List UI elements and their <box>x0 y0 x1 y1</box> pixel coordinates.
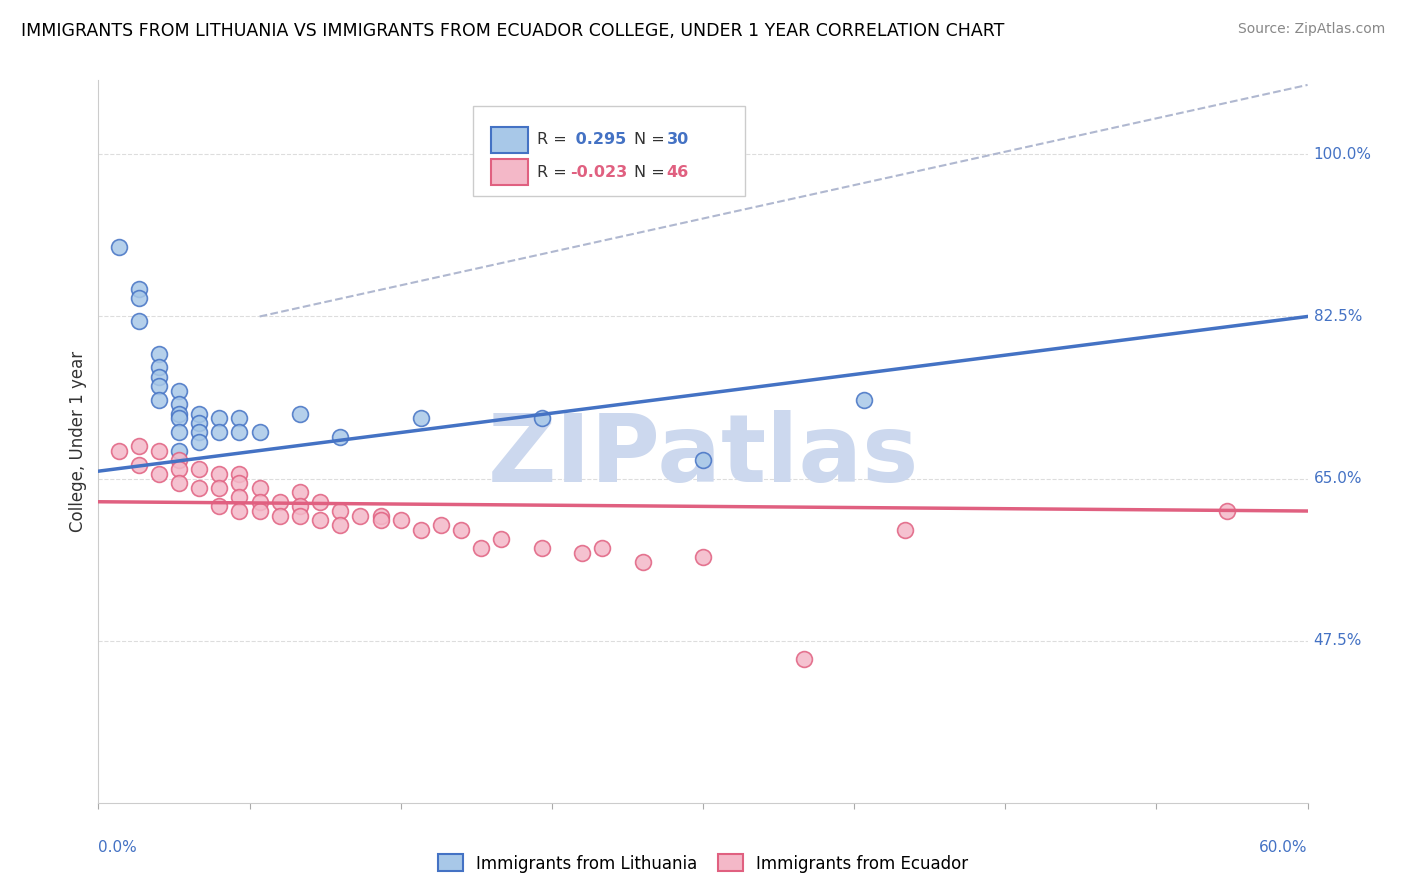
Text: R =: R = <box>537 132 572 147</box>
Point <box>167 462 190 476</box>
Point <box>491 532 513 546</box>
Point <box>1216 504 1239 518</box>
Text: 0.295: 0.295 <box>569 132 626 147</box>
Point <box>128 314 150 328</box>
Point <box>893 523 915 537</box>
Point <box>249 504 271 518</box>
Point <box>148 379 170 393</box>
Point <box>228 467 250 481</box>
Text: 60.0%: 60.0% <box>1260 840 1308 855</box>
Point <box>148 392 170 407</box>
Point <box>269 508 291 523</box>
Point <box>208 500 231 514</box>
Point <box>530 411 553 425</box>
Point <box>188 481 211 495</box>
Point <box>188 434 211 449</box>
Text: 47.5%: 47.5% <box>1313 633 1362 648</box>
Point <box>228 425 250 440</box>
Point <box>692 453 714 467</box>
Point <box>148 346 170 360</box>
Point <box>269 494 291 508</box>
Point <box>309 513 332 527</box>
Point <box>288 500 311 514</box>
Point <box>148 443 170 458</box>
Point <box>249 494 271 508</box>
Legend: Immigrants from Lithuania, Immigrants from Ecuador: Immigrants from Lithuania, Immigrants fr… <box>432 847 974 880</box>
Point <box>167 407 190 421</box>
Point <box>692 550 714 565</box>
Point <box>128 291 150 305</box>
Point <box>188 462 211 476</box>
Text: 82.5%: 82.5% <box>1313 309 1362 324</box>
Point <box>128 458 150 472</box>
Point <box>288 485 311 500</box>
Point <box>228 476 250 491</box>
Text: 65.0%: 65.0% <box>1313 471 1362 486</box>
Text: N =: N = <box>634 164 669 179</box>
Text: 30: 30 <box>666 132 689 147</box>
Point <box>188 416 211 430</box>
Point <box>167 397 190 411</box>
Point <box>167 411 190 425</box>
Point <box>167 476 190 491</box>
Point <box>208 411 231 425</box>
FancyBboxPatch shape <box>492 127 527 153</box>
Text: R =: R = <box>537 164 572 179</box>
Point <box>450 523 472 537</box>
Point <box>167 443 190 458</box>
Point <box>167 425 190 440</box>
Point <box>188 407 211 421</box>
Point <box>208 481 231 495</box>
Point <box>389 513 412 527</box>
Text: N =: N = <box>634 132 669 147</box>
Text: -0.023: -0.023 <box>569 164 627 179</box>
Point <box>591 541 613 555</box>
Text: Source: ZipAtlas.com: Source: ZipAtlas.com <box>1237 22 1385 37</box>
Point <box>188 425 211 440</box>
Point <box>249 425 271 440</box>
Y-axis label: College, Under 1 year: College, Under 1 year <box>69 351 87 533</box>
Point <box>228 504 250 518</box>
Point <box>288 508 311 523</box>
Text: IMMIGRANTS FROM LITHUANIA VS IMMIGRANTS FROM ECUADOR COLLEGE, UNDER 1 YEAR CORRE: IMMIGRANTS FROM LITHUANIA VS IMMIGRANTS … <box>21 22 1004 40</box>
Point <box>409 411 432 425</box>
Point <box>107 443 129 458</box>
Point <box>288 407 311 421</box>
Point <box>208 467 231 481</box>
Point <box>329 504 352 518</box>
Point <box>249 481 271 495</box>
Point <box>167 453 190 467</box>
Point <box>309 494 332 508</box>
Point <box>148 369 170 384</box>
Point <box>571 546 593 560</box>
Point <box>370 513 392 527</box>
Point <box>128 439 150 453</box>
Point <box>370 508 392 523</box>
Point <box>409 523 432 537</box>
Point <box>470 541 492 555</box>
Point <box>148 360 170 375</box>
Point <box>631 555 654 569</box>
Point <box>167 384 190 398</box>
Text: ZIPatlas: ZIPatlas <box>488 410 918 502</box>
Point <box>349 508 371 523</box>
Point <box>148 467 170 481</box>
Point <box>853 392 876 407</box>
FancyBboxPatch shape <box>492 159 527 185</box>
Point <box>208 425 231 440</box>
Point <box>228 490 250 504</box>
Point <box>128 282 150 296</box>
Point <box>530 541 553 555</box>
Text: 0.0%: 0.0% <box>98 840 138 855</box>
Point <box>228 411 250 425</box>
Text: 46: 46 <box>666 164 689 179</box>
FancyBboxPatch shape <box>474 105 745 196</box>
Point <box>107 240 129 254</box>
Text: 100.0%: 100.0% <box>1313 147 1372 161</box>
Point <box>329 517 352 532</box>
Point <box>793 652 815 666</box>
Point <box>430 517 453 532</box>
Point <box>329 430 352 444</box>
